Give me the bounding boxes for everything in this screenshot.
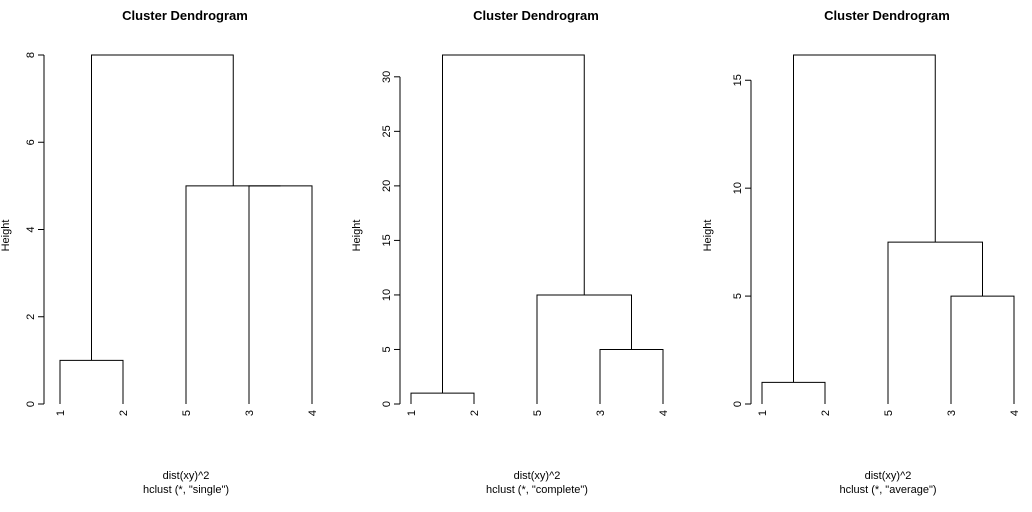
dendrogram-merge-link	[887, 241, 983, 404]
dendrogram-merge-link	[950, 295, 1015, 404]
leaf-label: 1	[406, 410, 418, 416]
dendrogram-merge-link	[761, 381, 826, 404]
y-axis-label: Height	[351, 220, 363, 252]
y-tick-label: 20	[381, 180, 393, 192]
dendrogram-merge-link	[185, 185, 281, 404]
dendrogram-merge-link	[793, 54, 936, 383]
leaf-label: 5	[532, 410, 544, 416]
leaf-label: 3	[946, 410, 958, 416]
x-axis-label: dist(xy)^2	[514, 470, 561, 482]
chart-title: Cluster Dendrogram	[122, 8, 248, 23]
leaf-label: 1	[757, 410, 769, 416]
y-tick-label: 0	[732, 401, 744, 407]
leaf-label: 4	[1009, 410, 1021, 416]
y-tick-label: 5	[381, 346, 393, 352]
chart-title: Cluster Dendrogram	[824, 8, 950, 23]
leaf-label: 4	[658, 410, 670, 416]
dendrogram-merge-link	[248, 185, 313, 404]
dendrogram-panel: Cluster Dendrogram 0 5 10 15 Height 1 2 5 3 4 dist(…	[702, 8, 1021, 496]
leaf-label: 1	[55, 410, 67, 416]
leaf-label: 3	[244, 410, 256, 416]
y-tick-label: 10	[381, 289, 393, 301]
method-label: hclust (*, "single")	[143, 484, 229, 496]
dendrogram-panel: Cluster Dendrogram 0 2 4 6 8 Height 1 2 5 3 4 dist(x…	[0, 8, 319, 496]
leaf-label: 2	[820, 410, 832, 416]
y-tick-label: 25	[381, 125, 393, 137]
y-tick-label: 6	[25, 139, 37, 145]
y-axis-label: Height	[0, 220, 12, 252]
y-tick-label: 0	[25, 401, 37, 407]
y-tick-label: 5	[732, 293, 744, 299]
y-tick-label: 4	[25, 226, 37, 232]
chart-title: Cluster Dendrogram	[473, 8, 599, 23]
y-tick-label: 15	[381, 234, 393, 246]
method-label: hclust (*, "complete")	[486, 484, 588, 496]
method-label: hclust (*, "average")	[839, 484, 936, 496]
dendrogram-merge-link	[442, 54, 585, 394]
dendrogram-merge-link	[599, 348, 664, 404]
dendrogram-merge-link	[536, 294, 632, 404]
leaf-label: 5	[883, 410, 895, 416]
y-tick-label: 8	[25, 52, 37, 58]
leaf-label: 3	[595, 410, 607, 416]
leaf-label: 5	[181, 410, 193, 416]
dendrogram-merge-link	[91, 54, 234, 361]
y-tick-label: 2	[25, 314, 37, 320]
y-tick-label: 0	[381, 401, 393, 407]
y-tick-label: 15	[732, 74, 744, 86]
dendrogram-merge-link	[410, 392, 475, 404]
x-axis-label: dist(xy)^2	[865, 470, 912, 482]
dendrogram-merge-link	[59, 359, 124, 404]
y-axis-label: Height	[702, 220, 714, 252]
y-tick-label: 30	[381, 71, 393, 83]
leaf-label: 4	[307, 410, 319, 416]
x-axis-label: dist(xy)^2	[163, 470, 210, 482]
y-tick-label: 10	[732, 182, 744, 194]
leaf-label: 2	[118, 410, 130, 416]
leaf-label: 2	[469, 410, 481, 416]
